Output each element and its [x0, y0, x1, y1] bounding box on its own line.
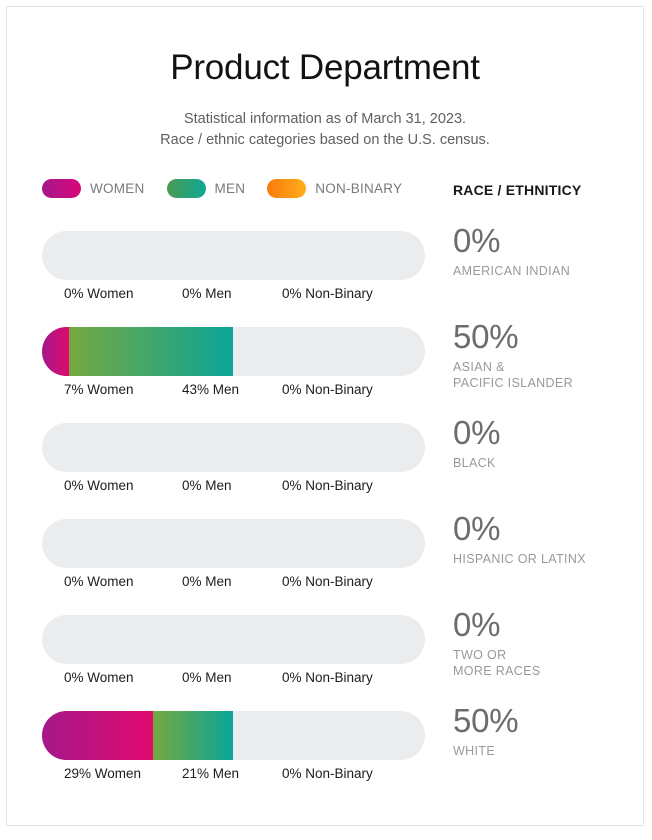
race-label: ASIAN & PACIFIC ISLANDER — [453, 359, 633, 392]
race-label: BLACK — [453, 455, 633, 471]
bar-stat-labels: 0% Women 0% Men 0% Non-Binary — [42, 574, 425, 592]
race-total-percent: 50% — [453, 701, 519, 739]
stat-women: 0% Women — [64, 285, 134, 301]
stat-men: 0% Men — [182, 285, 232, 301]
stacked-bar-track[interactable] — [42, 230, 425, 280]
bar-segment-men — [153, 710, 234, 760]
diversity-report-card: Product Department Statistical informati… — [6, 6, 644, 826]
legend: WOMEN MEN NON-BINARY RACE / ETHNITICY — [7, 178, 643, 207]
women-swatch-icon — [42, 178, 81, 198]
race-summary: 0% AMERICAN INDIAN — [453, 221, 633, 279]
race-summary: 0% TWO OR MORE RACES — [453, 605, 633, 680]
race-total-percent: 50% — [453, 317, 519, 355]
bar-segment-women — [42, 326, 69, 376]
bar-stat-labels: 0% Women 0% Men 0% Non-Binary — [42, 670, 425, 688]
stat-non-binary: 0% Non-Binary — [282, 285, 373, 301]
race-label-line: PACIFIC ISLANDER — [453, 375, 573, 390]
stacked-bar-track[interactable] — [42, 518, 425, 568]
stat-women: 0% Women — [64, 669, 134, 685]
legend-label-non-binary: NON-BINARY — [315, 180, 403, 196]
stat-women: 7% Women — [64, 381, 134, 397]
race-summary: 50% WHITE — [453, 701, 633, 759]
table-row: 0% Women 0% Men 0% Non-Binary 0% AMERICA… — [7, 221, 643, 319]
subtitle-line-2: Race / ethnic categories based on the U.… — [160, 132, 490, 149]
legend-label-women: WOMEN — [90, 180, 145, 196]
stat-non-binary: 0% Non-Binary — [282, 381, 373, 397]
bar-segment-women — [42, 710, 154, 760]
stat-men: 0% Men — [182, 477, 232, 493]
race-label: HISPANIC OR LATINX — [453, 551, 633, 567]
non-binary-swatch-icon — [267, 178, 307, 198]
race-ethnicity-column-header: RACE / ETHNITICY — [453, 181, 582, 198]
legend-item-non-binary[interactable]: NON-BINARY — [267, 178, 403, 198]
table-row: 0% Women 0% Men 0% Non-Binary 0% HISPANI… — [7, 509, 643, 607]
stacked-bar-track[interactable] — [42, 422, 425, 472]
race-total-percent: 0% — [453, 509, 501, 547]
stacked-bar-track[interactable] — [42, 710, 425, 760]
stat-men: 0% Men — [182, 669, 232, 685]
bar-stat-labels: 7% Women 43% Men 0% Non-Binary — [42, 382, 425, 400]
table-row: 7% Women 43% Men 0% Non-Binary 50% ASIAN… — [7, 317, 643, 415]
race-summary: 0% BLACK — [453, 413, 633, 471]
bar-stat-labels: 0% Women 0% Men 0% Non-Binary — [42, 286, 425, 304]
stat-women: 29% Women — [64, 765, 142, 781]
race-label-line: AMERICAN INDIAN — [453, 263, 571, 278]
race-label-line: TWO OR — [453, 647, 507, 662]
stat-men: 43% Men — [182, 381, 240, 397]
race-label-line: ASIAN & — [453, 359, 505, 374]
stat-non-binary: 0% Non-Binary — [282, 765, 373, 781]
bar-stat-labels: 29% Women 21% Men 0% Non-Binary — [42, 766, 425, 784]
race-summary: 0% HISPANIC OR LATINX — [453, 509, 633, 567]
stat-non-binary: 0% Non-Binary — [282, 573, 373, 589]
table-row: 29% Women 21% Men 0% Non-Binary 50% WHIT… — [7, 701, 643, 799]
race-label-line: WHITE — [453, 743, 496, 758]
stat-women: 0% Women — [64, 477, 134, 493]
race-total-percent: 0% — [453, 221, 501, 259]
report-subtitle: Statistical information as of March 31, … — [7, 109, 643, 152]
stat-men: 0% Men — [182, 573, 232, 589]
race-label-line: MORE RACES — [453, 663, 541, 678]
race-label-line: HISPANIC OR LATINX — [453, 551, 586, 566]
race-label: AMERICAN INDIAN — [453, 263, 633, 279]
bar-segment-men — [68, 326, 234, 376]
race-total-percent: 0% — [453, 413, 501, 451]
legend-item-women[interactable]: WOMEN — [42, 178, 145, 198]
race-label: TWO OR MORE RACES — [453, 647, 633, 680]
race-total-percent: 0% — [453, 605, 501, 643]
men-swatch-icon — [166, 178, 206, 198]
table-row: 0% Women 0% Men 0% Non-Binary 0% BLACK — [7, 413, 643, 511]
stat-women: 0% Women — [64, 573, 134, 589]
stacked-bar-track[interactable] — [42, 614, 425, 664]
race-rows-list: 0% Women 0% Men 0% Non-Binary 0% AMERICA… — [7, 221, 643, 799]
stacked-bar-track[interactable] — [42, 326, 425, 376]
race-label-line: BLACK — [453, 455, 496, 470]
legend-label-men: MEN — [214, 180, 246, 196]
stat-non-binary: 0% Non-Binary — [282, 669, 373, 685]
race-label: WHITE — [453, 743, 633, 759]
bar-stat-labels: 0% Women 0% Men 0% Non-Binary — [42, 478, 425, 496]
table-row: 0% Women 0% Men 0% Non-Binary 0% TWO OR … — [7, 605, 643, 703]
stat-non-binary: 0% Non-Binary — [282, 477, 373, 493]
page-title: Product Department — [170, 48, 480, 87]
stat-men: 21% Men — [182, 765, 240, 781]
subtitle-line-1: Statistical information as of March 31, … — [183, 110, 467, 127]
race-summary: 50% ASIAN & PACIFIC ISLANDER — [453, 317, 633, 392]
legend-item-men[interactable]: MEN — [166, 178, 246, 198]
